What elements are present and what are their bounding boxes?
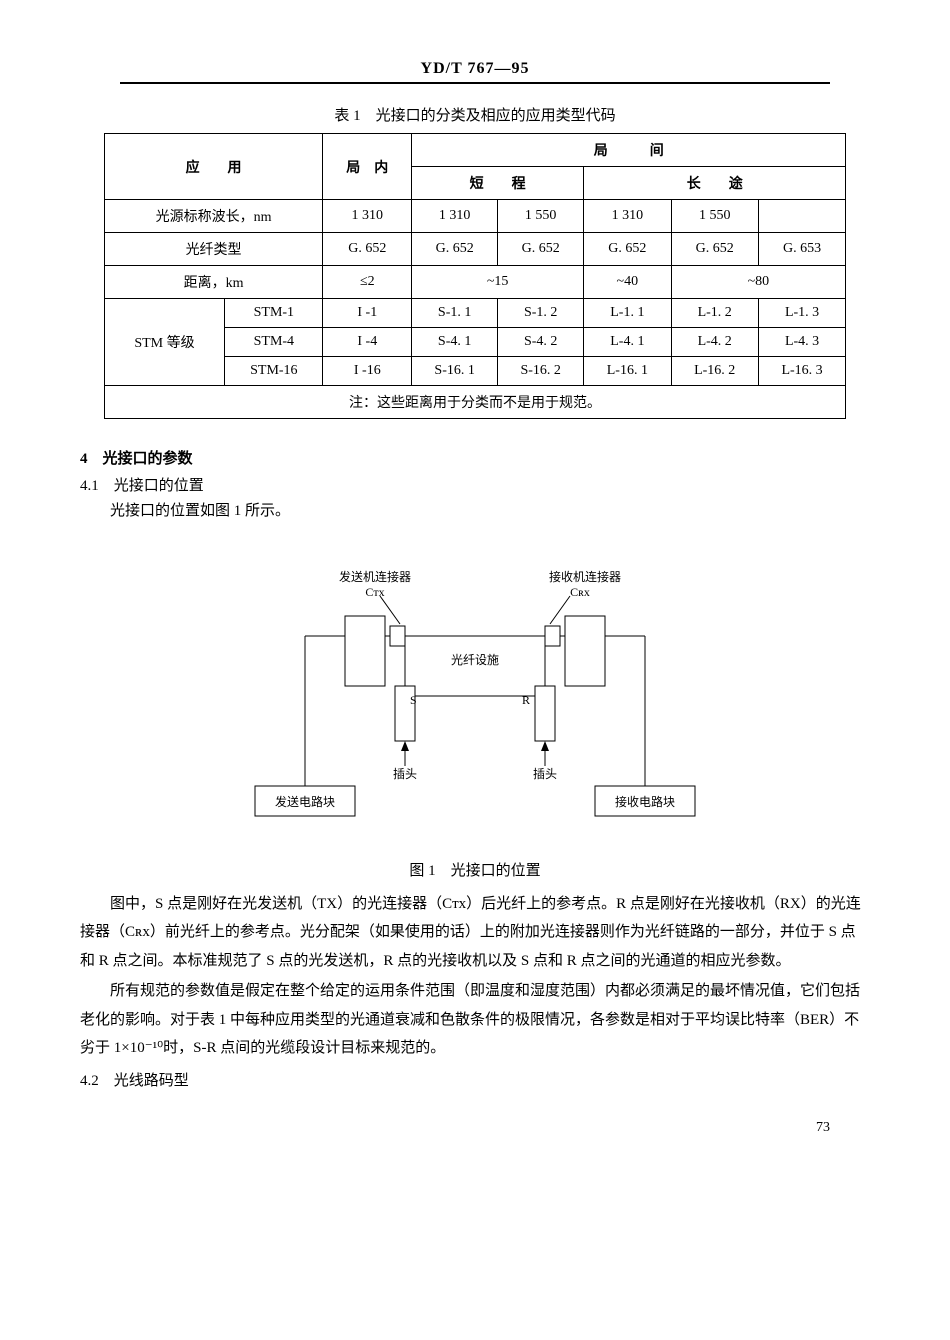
section-4-2-title: 4.2 光线路码型 <box>80 1069 870 1090</box>
row-fiber-type-label: 光纤类型 <box>104 233 323 266</box>
cell: G. 652 <box>323 233 412 266</box>
cell: G. 653 <box>758 233 845 266</box>
cell: STM-16 <box>225 357 323 386</box>
row-distance-label: 距离，km <box>104 266 323 299</box>
paragraph-1: 图中，S 点是刚好在光发送机（TX）的光连接器（Cᴛx）后光纤上的参考点。R 点… <box>80 890 870 976</box>
hdr-intra-office: 局 内 <box>323 134 412 200</box>
fiber-equipment-label: 光纤设施 <box>451 653 499 667</box>
cell: S-1. 1 <box>412 299 498 328</box>
hdr-application: 应 用 <box>104 134 323 200</box>
cell: L-1. 2 <box>671 299 758 328</box>
hdr-short-haul: 短 程 <box>412 167 584 200</box>
tx-connector-label: 发送机连接器 <box>339 569 411 584</box>
cell: I -4 <box>323 328 412 357</box>
cell: ~40 <box>584 266 671 299</box>
cell: L-16. 2 <box>671 357 758 386</box>
table1-caption: 表 1 光接口的分类及相应的应用类型代码 <box>80 104 870 125</box>
figure-1: 发送电路块 发送机连接器 Cᴛx 接收电路块 接收机连接器 Cʀx S 插头 R… <box>225 556 725 841</box>
cell: L-4. 2 <box>671 328 758 357</box>
section-4-title: 4 光接口的参数 <box>80 447 870 468</box>
cell: I -16 <box>323 357 412 386</box>
cell: 1 310 <box>584 200 671 233</box>
cell: S-16. 1 <box>412 357 498 386</box>
section-4-1-title: 4.1 光接口的位置 <box>80 474 870 495</box>
table-1: 应 用 局 内 局 间 短 程 长 途 光源标称波长，nm 1 310 1 31… <box>104 133 847 419</box>
ctx-label: Cᴛx <box>365 585 384 599</box>
cell: 1 310 <box>323 200 412 233</box>
cell: ~80 <box>671 266 846 299</box>
hdr-inter-office: 局 间 <box>412 134 846 167</box>
row-wavelength-label: 光源标称波长，nm <box>104 200 323 233</box>
cell: 1 550 <box>498 200 584 233</box>
tx-block-label: 发送电路块 <box>275 794 335 809</box>
cell: L-16. 1 <box>584 357 671 386</box>
plug-label-right: 插头 <box>533 767 557 781</box>
cell: S-16. 2 <box>498 357 584 386</box>
cell: L-4. 1 <box>584 328 671 357</box>
cell: G. 652 <box>412 233 498 266</box>
cell: 1 550 <box>671 200 758 233</box>
plug-label-left: 插头 <box>393 767 417 781</box>
hdr-long-haul: 长 途 <box>584 167 846 200</box>
cell: STM-4 <box>225 328 323 357</box>
cell: L-16. 3 <box>758 357 845 386</box>
cell: G. 652 <box>671 233 758 266</box>
table1-note: 注：这些距离用于分类而不是用于规范。 <box>104 386 846 419</box>
crx-label: Cʀx <box>570 585 590 599</box>
cell: S-4. 2 <box>498 328 584 357</box>
cell: L-1. 1 <box>584 299 671 328</box>
cell: G. 652 <box>584 233 671 266</box>
rx-connector-label: 接收机连接器 <box>549 569 621 584</box>
cell: I -1 <box>323 299 412 328</box>
figure-1-caption: 图 1 光接口的位置 <box>80 859 870 880</box>
cell: L-1. 3 <box>758 299 845 328</box>
cell: STM-1 <box>225 299 323 328</box>
document-number: YD/T 767—95 <box>120 60 830 84</box>
cell: S-1. 2 <box>498 299 584 328</box>
row-stm-level-label: STM 等级 <box>104 299 225 386</box>
rx-block-label: 接收电路块 <box>615 794 675 809</box>
section-4-1-body: 光接口的位置如图 1 所示。 <box>80 497 870 526</box>
cell: 1 310 <box>412 200 498 233</box>
cell: S-4. 1 <box>412 328 498 357</box>
cell <box>758 200 845 233</box>
r-label: R <box>522 693 530 707</box>
cell: L-4. 3 <box>758 328 845 357</box>
page-number: 73 <box>80 1120 870 1136</box>
s-label: S <box>410 693 417 707</box>
paragraph-2: 所有规范的参数值是假定在整个给定的运用条件范围（即温度和湿度范围）内都必须满足的… <box>80 977 870 1063</box>
cell: ≤2 <box>323 266 412 299</box>
cell: G. 652 <box>498 233 584 266</box>
cell: ~15 <box>412 266 584 299</box>
